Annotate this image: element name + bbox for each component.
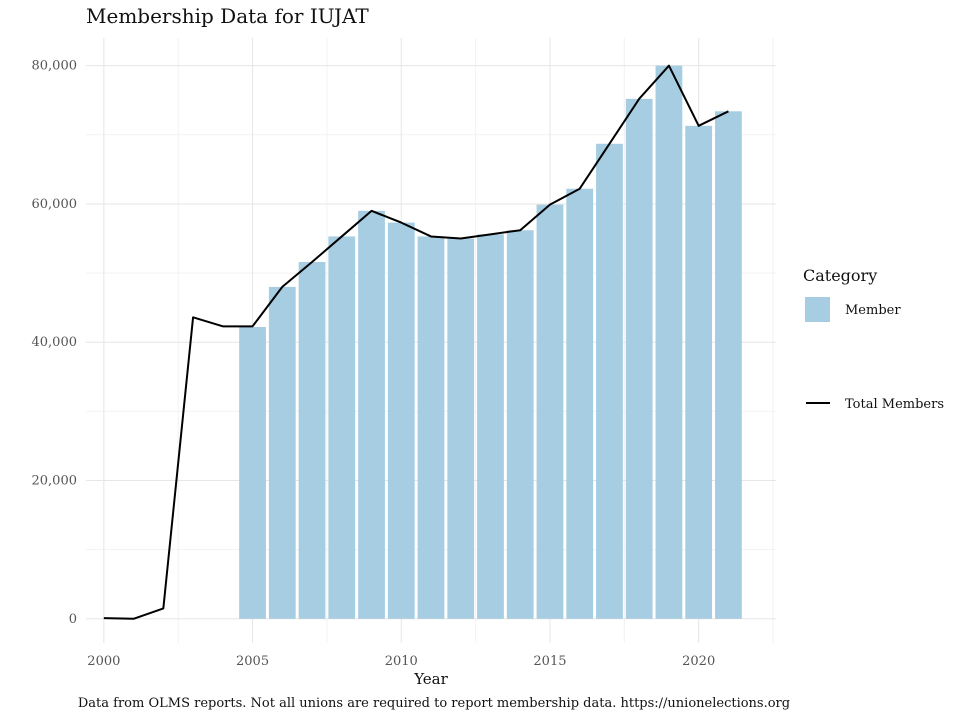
bar-member-2012 (447, 238, 475, 619)
bar-member-2005 (239, 327, 266, 619)
x-axis-label: Year (413, 670, 448, 688)
bar-member-2015 (536, 204, 564, 619)
y-tick-label: 60,000 (32, 197, 78, 212)
x-tick-label: 2000 (87, 654, 120, 669)
bar-member-2013 (477, 234, 504, 619)
chart-caption: Data from OLMS reports. Not all unions a… (78, 696, 790, 711)
bar-member-2020 (685, 125, 713, 619)
legend-member-label: Member (845, 303, 901, 318)
y-tick-label: 40,000 (32, 335, 78, 350)
chart-title: Membership Data for IUJAT (86, 4, 369, 28)
legend-total-members-label: Total Members (845, 397, 944, 412)
line-layer (103, 64, 729, 620)
bar-member-2010 (387, 222, 415, 619)
bar-member-2007 (298, 262, 326, 619)
bar-member-2019 (655, 65, 683, 619)
bar-member-2017 (596, 143, 623, 619)
bar-member-2011 (417, 236, 445, 619)
bar-member-2016 (566, 188, 594, 619)
y-tick-label: 80,000 (32, 59, 78, 74)
x-tick-label: 2010 (385, 654, 418, 669)
legend: Category Member Total Members (803, 266, 944, 412)
bar-member-2014 (506, 230, 534, 619)
y-tick-label: 0 (69, 612, 77, 627)
bar-member-2021 (715, 111, 742, 619)
x-tick-label: 2015 (533, 654, 566, 669)
ticks-layer: 0 20,000 40,000 60,000 80,000 2000 2005 2010 201… (32, 59, 716, 669)
bar-member-2006 (268, 286, 296, 619)
line-total-members (103, 64, 729, 620)
bar-member-2009 (358, 210, 385, 619)
bars-layer (239, 65, 742, 619)
x-tick-label: 2020 (682, 654, 715, 669)
bar-member-2008 (328, 236, 356, 619)
legend-member-key (805, 297, 830, 322)
legend-title: Category (803, 266, 877, 285)
bar-member-2018 (625, 98, 653, 619)
y-tick-label: 20,000 (32, 474, 78, 489)
x-tick-label: 2005 (236, 654, 269, 669)
